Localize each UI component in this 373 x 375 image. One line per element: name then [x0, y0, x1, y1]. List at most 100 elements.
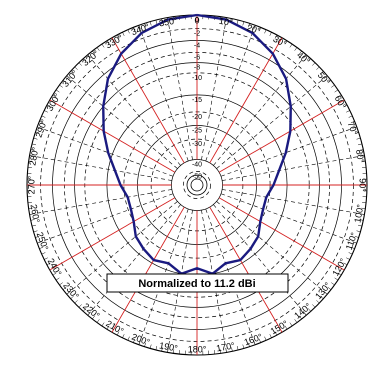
- minor-spoke: [138, 25, 189, 162]
- minor-spoke: [222, 155, 365, 181]
- outer-tick: [78, 62, 82, 66]
- outer-tick: [144, 342, 146, 347]
- radial-tick-labels: 0 -2 -4 -6 -8 -10 -15 -20 -25 -30 -40 -50: [192, 17, 202, 180]
- outer-tick: [106, 40, 110, 45]
- outer-tick: [346, 257, 350, 260]
- outer-tick: [269, 334, 272, 338]
- outer-tick: [264, 336, 267, 341]
- outer-tick: [350, 246, 355, 249]
- minor-spoke: [216, 75, 328, 169]
- outer-tick: [127, 29, 130, 34]
- angle-tick-label: 260°: [29, 203, 42, 223]
- minor-spoke: [213, 54, 307, 166]
- outer-tick: [320, 71, 324, 75]
- outer-tick: [62, 80, 67, 83]
- outer-tick: [133, 338, 136, 343]
- outer-tick: [219, 349, 221, 354]
- outer-tick: [348, 115, 353, 118]
- radial-tick-label: -20: [192, 114, 202, 121]
- outer-tick: [83, 308, 87, 312]
- angle-tick-label: 100°: [352, 203, 365, 223]
- outer-tick: [35, 236, 40, 238]
- outer-tick: [346, 110, 350, 113]
- outer-tick: [33, 137, 38, 140]
- outer-tick: [274, 331, 278, 336]
- radial-tick-label: -8: [194, 65, 200, 72]
- outer-tick: [144, 23, 146, 28]
- outer-tick: [31, 224, 36, 227]
- outer-tick: [258, 27, 261, 32]
- major-spoke: [111, 206, 185, 333]
- outer-tick: [354, 236, 359, 238]
- outer-tick: [231, 347, 233, 352]
- outer-tick: [312, 62, 316, 66]
- outer-tick: [258, 338, 261, 343]
- outer-tick: [70, 71, 74, 75]
- outer-tick: [106, 325, 110, 330]
- angle-tick-label: 50°: [316, 70, 333, 87]
- outer-tick: [348, 252, 353, 255]
- outer-tick: [116, 34, 120, 39]
- outer-tick: [70, 295, 74, 299]
- angle-tick-label: 0: [194, 15, 199, 25]
- outer-tick: [316, 66, 320, 70]
- center-ring: [190, 178, 204, 192]
- minor-spoke: [216, 201, 328, 295]
- angle-tick-label: 20°: [246, 22, 263, 36]
- outer-tick: [236, 346, 239, 351]
- angle-tick-label: 90°: [358, 178, 368, 192]
- outer-tick: [127, 336, 130, 341]
- angle-tick-label: 290°: [33, 118, 49, 139]
- outer-tick: [41, 252, 46, 255]
- annotation-text: Normalized to 11.2 dBi: [138, 278, 255, 290]
- outer-tick: [248, 342, 250, 347]
- outer-tick: [55, 89, 60, 93]
- outer-tick: [155, 346, 158, 351]
- outer-tick: [331, 282, 335, 286]
- outer-tick: [236, 19, 239, 24]
- outer-tick: [28, 161, 33, 163]
- angle-tick-label: 350°: [158, 15, 178, 28]
- annotation-box: [106, 273, 289, 293]
- outer-tick: [52, 272, 57, 276]
- outer-tick: [356, 137, 361, 140]
- minor-spoke: [167, 17, 193, 160]
- outer-tick: [28, 207, 33, 209]
- outer-tick: [92, 315, 95, 320]
- outer-tick: [337, 272, 342, 276]
- outer-tick: [116, 331, 120, 336]
- grid-ring: [183, 171, 211, 199]
- outer-tick: [359, 219, 364, 221]
- minor-spoke: [29, 155, 172, 181]
- outer-tick: [307, 308, 311, 312]
- outer-tick: [299, 315, 302, 320]
- major-spoke: [209, 206, 283, 333]
- minor-spoke: [87, 54, 181, 166]
- angle-tick-label: 70°: [346, 120, 360, 137]
- minor-spoke: [87, 204, 181, 316]
- angle-tick-label: 80°: [354, 149, 366, 165]
- normalization-annotation: Normalized to 11.2 dBi: [106, 273, 289, 293]
- angle-tick-label: 280°: [27, 146, 40, 166]
- outer-tick: [312, 304, 316, 308]
- outer-tick: [39, 121, 44, 124]
- center-ring: [186, 174, 208, 196]
- outer-tick: [294, 319, 298, 323]
- outer-tick: [74, 300, 78, 304]
- pattern-series: [102, 13, 292, 275]
- angle-tick-label: 270°: [26, 175, 36, 194]
- angle-tick-label: 170°: [216, 340, 236, 353]
- outer-tick: [55, 277, 60, 281]
- outer-tick: [96, 47, 100, 51]
- radial-tick-label: 0: [195, 17, 199, 24]
- outer-tick: [248, 23, 250, 28]
- outer-tick: [294, 47, 298, 51]
- outer-tick: [289, 43, 293, 48]
- outer-tick: [46, 104, 51, 108]
- outer-tick: [289, 322, 293, 327]
- major-spoke: [49, 99, 176, 173]
- outer-tick: [41, 115, 46, 118]
- outer-tick: [39, 246, 44, 249]
- outer-tick: [101, 322, 105, 327]
- outer-tick: [30, 149, 35, 151]
